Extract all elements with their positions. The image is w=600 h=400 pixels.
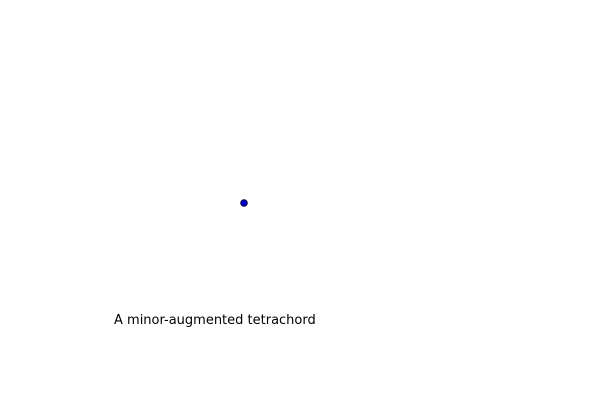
diagram-caption: A minor-augmented tetrachord — [114, 313, 316, 328]
point-marker — [240, 199, 248, 207]
